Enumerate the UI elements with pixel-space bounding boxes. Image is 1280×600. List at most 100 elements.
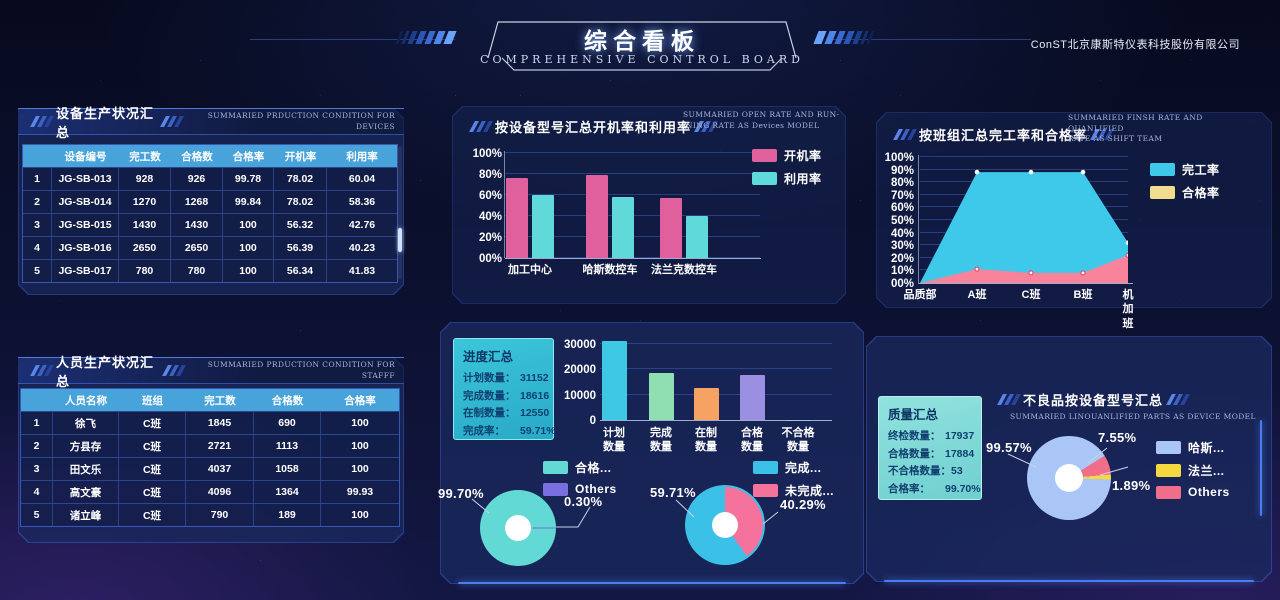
progress-summary-box: 进度汇总 计划数量： 31152 完成数量： 18616 在制数量： 12550 完成率： 5…: [453, 338, 556, 441]
device-table-scrollbar[interactable]: [398, 228, 402, 252]
area-完工率[interactable]: [920, 172, 1128, 283]
data-point[interactable]: [1125, 252, 1128, 258]
table-cell: 58.36: [348, 196, 376, 208]
table-cell: 1268: [171, 191, 223, 213]
slash-decoration: [892, 129, 917, 140]
bar-利用率[interactable]: [612, 197, 634, 258]
table-row: 5 诸立峰 C班 790 189 100: [21, 503, 399, 526]
legend-item[interactable]: 未完成...: [753, 482, 834, 499]
area-合格率[interactable]: [920, 255, 1128, 283]
table-cell: 1: [21, 412, 53, 434]
shift-rate-legend: 完工率合格率: [1150, 158, 1220, 204]
quality-summary-title: 质量汇总: [888, 408, 939, 422]
legend-label: 哈斯...: [1188, 441, 1225, 455]
x-axis-label: 机加班: [1122, 289, 1134, 330]
legend-swatch: [752, 149, 777, 162]
table-cell: 40.23: [348, 242, 376, 254]
device-panel-subtitle: SUMMARIED PRDUCTION CONDITION FOR DEVICE…: [207, 111, 395, 131]
legend-item[interactable]: 开机率: [752, 147, 822, 164]
data-point[interactable]: [1028, 270, 1034, 276]
table-cell: 1: [23, 168, 52, 190]
company-name: ConST北京康斯特仪表科技股份有限公司: [1030, 39, 1240, 51]
defect-pie-chart[interactable]: [1027, 436, 1111, 520]
open-rate-x-axis-line: [505, 258, 761, 259]
table-row: 1 徐飞 C班 1845 690 100: [21, 411, 399, 434]
stat-label: 计划数量：: [463, 372, 516, 384]
table-cell: 100: [223, 214, 274, 236]
defect-pie-legend: 哈斯... 法兰... Others: [1156, 436, 1230, 502]
area-series[interactable]: [920, 157, 1128, 283]
defect-pie-label-bottom: 1.89%: [1112, 478, 1151, 493]
bar-开机率[interactable]: [506, 178, 528, 258]
stat-row: 完成率： 59.71%: [463, 423, 556, 441]
bar-利用率[interactable]: [532, 195, 554, 258]
table-header-cell: 完工数: [204, 394, 236, 407]
legend-item[interactable]: Others: [1156, 485, 1230, 499]
legend-item[interactable]: 法兰...: [1156, 462, 1230, 479]
shift-rate-chart[interactable]: [920, 156, 1128, 283]
bar-合格数量[interactable]: [740, 374, 765, 420]
legend-item[interactable]: 合格率: [1150, 184, 1220, 201]
data-point[interactable]: [1080, 270, 1086, 276]
open-rate-chart[interactable]: [505, 152, 760, 258]
table-cell: 1430: [171, 214, 223, 236]
table-cell: 方县存: [53, 435, 119, 457]
legend-item[interactable]: 合格...: [543, 459, 617, 476]
data-point[interactable]: [974, 169, 980, 175]
stat-row: 不合格数量： 53: [888, 463, 972, 481]
y-axis-tick: 80%: [890, 177, 914, 190]
legend-item[interactable]: Others: [543, 482, 617, 496]
bar-在制数量[interactable]: [694, 388, 719, 420]
table-cell: 790: [186, 504, 254, 526]
data-point[interactable]: [1028, 169, 1034, 175]
table-cell: 100: [351, 509, 369, 521]
legend-swatch: [752, 172, 777, 185]
table-cell: 5: [23, 260, 52, 282]
staff-panel-titlebar: 人员生产状况汇总 SUMMARIED PRDUCTION CONDITION F…: [18, 355, 404, 389]
table-cell: 926: [171, 168, 223, 190]
staff-table: 人员名称 班组 完工数 合格数 合格率 1 徐飞 C班 1845 690 100 2 方县存 C班 2721…: [20, 388, 400, 527]
table-row: 3 JG-SB-015 1430 1430 100 56.32 42.76: [23, 213, 397, 236]
bar-利用率[interactable]: [686, 216, 708, 258]
data-point[interactable]: [974, 266, 980, 272]
qualified-pie-chart[interactable]: [480, 490, 556, 566]
legend-item[interactable]: 完成...: [753, 459, 834, 476]
legend-item[interactable]: 完工率: [1150, 161, 1220, 178]
bar-计划数量[interactable]: [602, 341, 627, 420]
bar-开机率[interactable]: [586, 175, 608, 258]
legend-swatch: [1150, 186, 1175, 199]
table-cell: 5: [21, 504, 53, 526]
table-cell: C班: [119, 458, 186, 480]
table-cell: 2: [23, 191, 52, 213]
legend-label: 合格率: [1182, 186, 1220, 200]
y-axis-tick: 40%: [890, 227, 914, 240]
progress-x-axis: 计划 数量 完成 数量 在制 数量 合格 数量 不合格 数量: [600, 426, 832, 456]
gridline: [600, 343, 832, 345]
y-axis-tick: 60%: [478, 190, 502, 202]
shift-rate-title: 按班组汇总完工率和合格率: [919, 128, 1088, 143]
slash-decoration: [160, 116, 185, 127]
gridline: [505, 173, 760, 174]
table-cell: 928: [119, 168, 171, 190]
bar-开机率[interactable]: [660, 198, 682, 258]
legend-label: 完成...: [785, 461, 822, 475]
table-row: 3 田文乐 C班 4037 1058 100: [21, 457, 399, 480]
data-point[interactable]: [1125, 240, 1128, 245]
complete-pie-chart[interactable]: [685, 485, 765, 565]
gridline: [920, 156, 1128, 157]
device-table-scrollbar-track[interactable]: [398, 146, 402, 279]
x-axis-label: 加工中心: [508, 264, 552, 276]
bar-完成数量[interactable]: [649, 372, 674, 420]
progress-chart[interactable]: [600, 338, 832, 420]
data-point[interactable]: [1080, 169, 1086, 175]
slash-decoration: [162, 365, 187, 376]
stat-row: 合格率： 99.70%: [888, 481, 981, 499]
x-axis-label: 不合格 数量: [781, 427, 815, 454]
table-cell: 徐飞: [53, 412, 119, 434]
table-cell: 100: [223, 237, 274, 259]
gridline: [505, 194, 760, 195]
table-cell: 3: [21, 458, 53, 480]
legend-item[interactable]: 利用率: [752, 170, 822, 187]
legend-item[interactable]: 哈斯...: [1156, 439, 1230, 456]
legend-label: 开机率: [784, 149, 822, 163]
